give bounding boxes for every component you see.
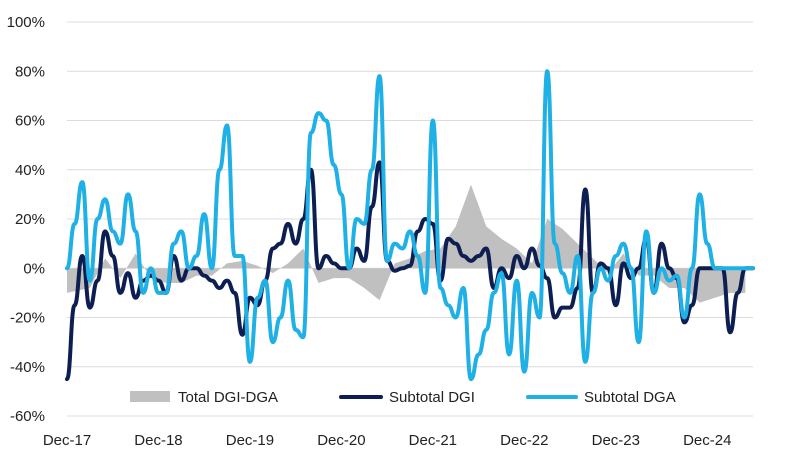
y-tick-label: 20% (15, 211, 45, 228)
x-axis-ticks: Dec-17 Dec-18 Dec-19 Dec-20 Dec-21 Dec-22 Dec-… (43, 432, 732, 449)
series-subtotal-dgi-line (65, 160, 755, 382)
x-tick-label: Dec-19 (226, 432, 274, 449)
y-tick-label: 40% (15, 162, 45, 179)
x-tick-label: Dec-24 (683, 432, 731, 449)
x-tick-label: Dec-17 (43, 432, 91, 449)
y-tick-label: -20% (10, 310, 45, 327)
x-tick-label: Dec-21 (409, 432, 457, 449)
y-tick-label: -40% (10, 359, 45, 376)
x-tick-label: Dec-20 (317, 432, 365, 449)
line-series-group (65, 69, 755, 382)
y-tick-label: 80% (15, 63, 45, 80)
legend: Total DGI-DGA Subtotal DGI Subtotal DGA (60, 384, 716, 410)
y-tick-label: 60% (15, 113, 45, 130)
series-subtotal-dga-line (65, 69, 755, 382)
y-tick-label: 100% (7, 14, 45, 31)
y-axis-ticks: 100% 80% 60% 40% 20% 0% -20% -40% -60% (7, 14, 45, 425)
y-tick-label: -60% (10, 408, 45, 425)
legend-label: Total DGI-DGA (178, 389, 278, 406)
legend-label: Subtotal DGA (584, 389, 676, 406)
x-tick-label: Dec-22 (500, 432, 548, 449)
legend-swatch-total (130, 391, 170, 402)
x-tick-label: Dec-18 (134, 432, 182, 449)
y-tick-label: 0% (23, 260, 45, 277)
legend-background (60, 384, 390, 410)
gridlines (67, 21, 753, 417)
legend-label: Subtotal DGI (389, 389, 475, 406)
x-tick-label: Dec-23 (592, 432, 640, 449)
